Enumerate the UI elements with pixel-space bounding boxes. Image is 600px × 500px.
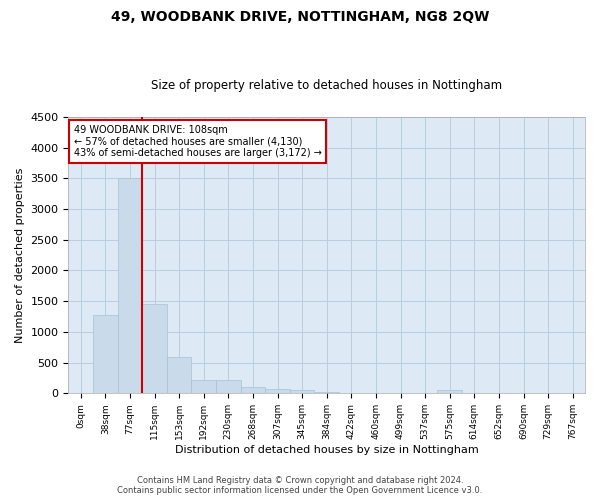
Text: 49, WOODBANK DRIVE, NOTTINGHAM, NG8 2QW: 49, WOODBANK DRIVE, NOTTINGHAM, NG8 2QW: [111, 10, 489, 24]
Bar: [93, 316, 118, 394]
Bar: [241, 386, 265, 394]
X-axis label: Distribution of detached houses by size in Nottingham: Distribution of detached houses by size …: [175, 445, 479, 455]
Text: Contains HM Land Registry data © Crown copyright and database right 2024.
Contai: Contains HM Land Registry data © Crown c…: [118, 476, 482, 495]
Bar: [437, 390, 462, 394]
Bar: [314, 392, 339, 394]
Text: 49 WOODBANK DRIVE: 108sqm
← 57% of detached houses are smaller (4,130)
43% of se: 49 WOODBANK DRIVE: 108sqm ← 57% of detac…: [74, 125, 322, 158]
Bar: [142, 304, 167, 394]
Bar: [191, 380, 216, 394]
Bar: [265, 388, 290, 394]
Y-axis label: Number of detached properties: Number of detached properties: [15, 168, 25, 343]
Bar: [167, 357, 191, 394]
Bar: [290, 390, 314, 394]
Title: Size of property relative to detached houses in Nottingham: Size of property relative to detached ho…: [151, 79, 502, 92]
Bar: [216, 380, 241, 394]
Bar: [118, 178, 142, 394]
